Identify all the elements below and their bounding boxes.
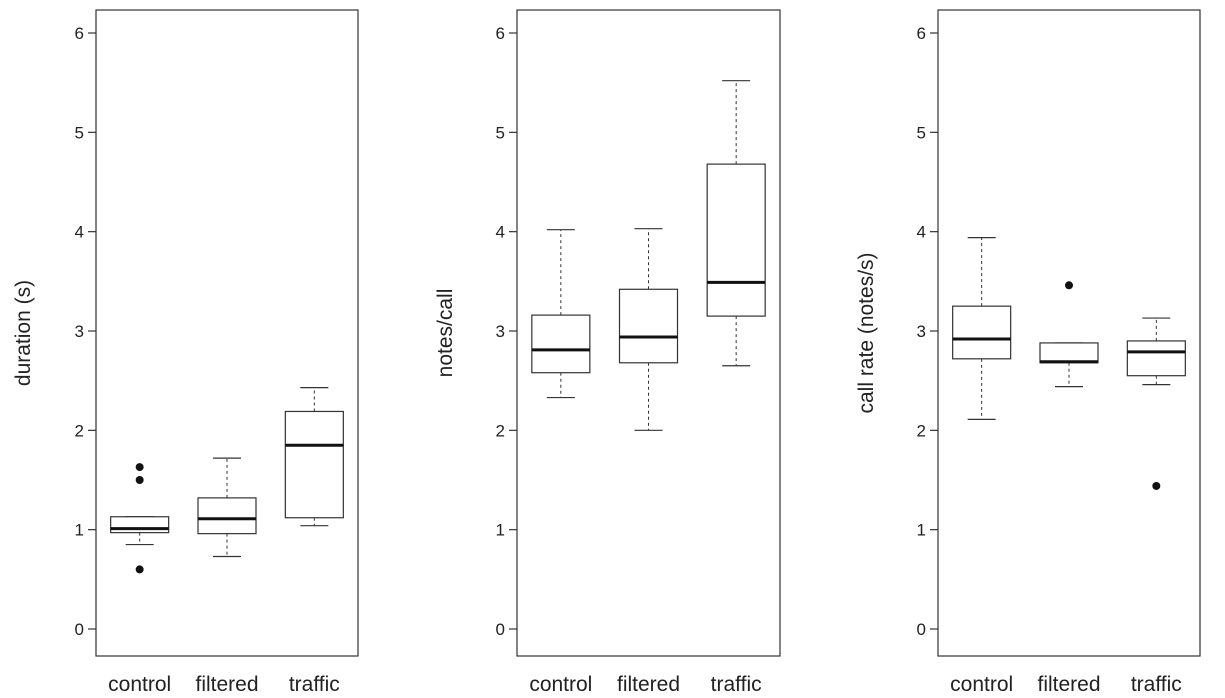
iqr-box <box>952 305 1012 360</box>
x-category-label: filtered <box>617 673 680 696</box>
iqr-box <box>1039 342 1099 364</box>
iqr-box <box>1126 340 1186 377</box>
iqr-box <box>618 288 679 364</box>
chart-panel-3: 0 1 2 3 4 5 6 call rate (notes/s) control filtere… <box>855 9 1201 696</box>
plot-frame <box>95 9 359 657</box>
outlier-point <box>135 565 144 574</box>
x-category-label: traffic <box>711 673 762 696</box>
box-filtered <box>1039 281 1099 388</box>
y-tick-label: 6 <box>75 24 84 43</box>
y-tick-label: 6 <box>496 24 505 43</box>
y-tick-label: 4 <box>917 223 926 242</box>
x-category-label: filtered <box>1037 673 1100 696</box>
box-traffic <box>1126 317 1186 490</box>
y-tick-label: 3 <box>496 322 505 341</box>
y-axis-title: notes/call <box>434 289 457 378</box>
box-control <box>110 463 170 574</box>
outlier-point <box>1152 481 1161 490</box>
iqr-box <box>110 516 170 534</box>
y-tick-label: 2 <box>75 421 84 440</box>
box-control <box>531 229 591 399</box>
x-category-label: control <box>108 673 171 696</box>
plot-frame <box>516 9 781 657</box>
y-tick-label: 2 <box>496 421 505 440</box>
iqr-box <box>531 314 591 374</box>
chart-panel-2: 0 1 2 3 4 5 6 notes/call control filtered traffic <box>434 9 781 696</box>
x-category-label: control <box>529 673 592 696</box>
y-tick-label: 4 <box>496 223 505 242</box>
y-tick-label: 1 <box>75 521 84 540</box>
box-filtered <box>618 228 679 431</box>
iqr-box <box>284 410 344 519</box>
chart-panel-1: 0 1 2 3 4 5 6 duration (s) control filtered traffi… <box>12 9 359 696</box>
y-tick-label: 0 <box>496 620 505 639</box>
outlier-point <box>135 463 144 472</box>
box-traffic <box>706 80 766 367</box>
x-category-label: traffic <box>289 673 340 696</box>
box-control <box>952 237 1012 421</box>
y-tick-label: 5 <box>496 123 505 142</box>
y-tick-label: 3 <box>917 322 926 341</box>
y-tick-label: 3 <box>75 322 84 341</box>
x-category-label: filtered <box>195 673 258 696</box>
outlier-point <box>135 476 144 484</box>
y-tick-label: 5 <box>917 123 926 142</box>
y-tick-label: 1 <box>496 521 505 540</box>
y-tick-label: 4 <box>75 223 84 242</box>
x-category-label: control <box>950 673 1013 696</box>
y-axis-title: duration (s) <box>12 280 35 386</box>
y-tick-label: 5 <box>75 123 84 142</box>
y-tick-label: 1 <box>917 521 926 540</box>
y-tick-label: 2 <box>917 421 926 440</box>
y-tick-label: 0 <box>917 620 926 639</box>
box-traffic <box>284 387 344 527</box>
iqr-box <box>706 163 766 317</box>
x-category-label: traffic <box>1131 673 1182 696</box>
y-tick-label: 0 <box>75 620 84 639</box>
y-tick-label: 6 <box>917 24 926 43</box>
box-filtered <box>197 457 257 558</box>
y-axis-title: call rate (notes/s) <box>855 252 878 413</box>
outlier-point <box>1065 281 1073 290</box>
plot-frame <box>937 9 1201 657</box>
iqr-box <box>197 497 257 535</box>
